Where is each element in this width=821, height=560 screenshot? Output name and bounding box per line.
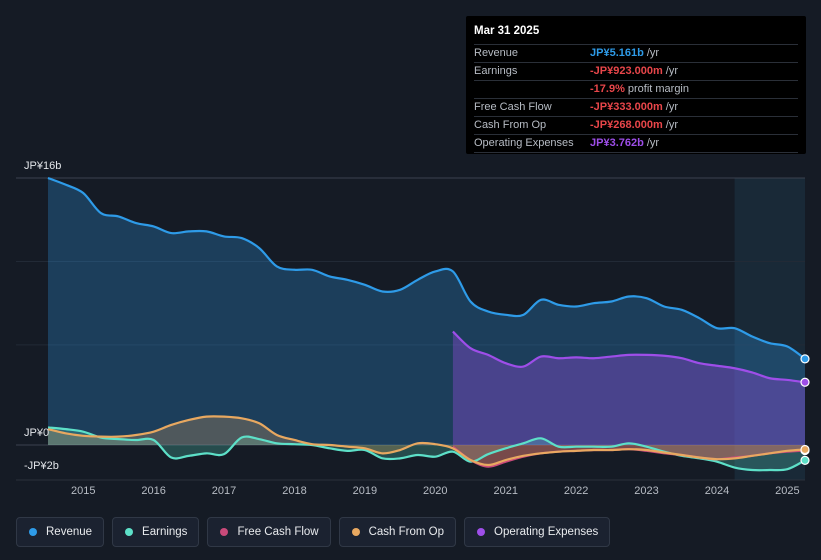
legend-item-revenue[interactable]: Revenue [16,517,105,547]
tooltip-suffix: /yr [665,101,679,113]
legend-label: Operating Expenses [494,526,599,538]
tooltip-label: Operating Expenses [474,137,574,149]
tooltip-suffix: /yr [665,119,679,131]
tooltip-row-free-cash-flow: Free Cash Flow -JP¥333.000m /yr [474,98,798,116]
legend-dot-icon [351,528,360,536]
y-axis-zero-label: JP¥0 [24,427,50,439]
series-endpoints [800,354,810,465]
revenue-line [47,176,806,360]
tooltip-row-cash-from-op: Cash From Op -JP¥268.000m /yr [474,116,798,134]
legend-dot-icon [477,528,486,536]
x-tick-label: 2018 [282,485,307,497]
tooltip-label [474,81,590,98]
tooltip-label: Revenue [474,47,519,59]
tooltip-row-profit-margin: -17.9% profit margin [474,80,798,98]
tooltip-label: Free Cash Flow [474,101,552,113]
legend-item-earnings[interactable]: Earnings [112,517,200,547]
operating-expenses-line [452,330,806,384]
tooltip-suffix: profit margin [627,83,689,95]
y-axis-bottom-label: -JP¥2b [24,460,59,472]
tooltip-suffix: /yr [665,65,679,77]
legend-dot-icon [125,528,134,536]
revenue-endpoint [800,354,810,364]
legend-dot-icon [29,528,37,536]
operating-expenses-endpoint [800,377,810,387]
x-tick-label: 2020 [423,485,448,497]
series-areas [48,178,805,471]
x-tick-label: 2025 [775,485,800,497]
x-tick-label: 2019 [352,485,378,497]
legend-item-operating-expenses[interactable]: Operating Expenses [464,517,611,547]
series-lines [47,176,806,472]
operating-expenses-area [452,331,805,445]
cash-from-op-endpoint [800,444,810,455]
earnings-endpoint [800,455,810,465]
tooltip-value: -JP¥923.000m [590,65,663,77]
x-tick-label: 2017 [211,485,237,497]
legend-label: Free Cash Flow [237,526,319,538]
revenue-area [48,178,805,445]
legend-dot-icon [220,528,229,536]
legend-label: Revenue [46,526,93,538]
tooltip-row-earnings: Earnings -JP¥923.000m /yr [474,62,798,80]
x-tick-label: 2022 [563,485,589,497]
x-tick-label: 2023 [634,485,659,497]
x-tick-label: 2016 [141,485,166,497]
tooltip-date: Mar 31 2025 [474,25,540,37]
tooltip-value: JP¥5.161b [590,47,644,59]
legend-label: Cash From Op [368,526,445,538]
legend-label: Earnings [142,526,188,538]
tooltip-suffix: /yr [646,47,660,59]
tooltip-value: JP¥3.762b [590,137,644,149]
tooltip-row-operating-expenses: Operating Expenses JP¥3.762b /yr [474,134,798,153]
legend-item-cash-from-op[interactable]: Cash From Op [338,517,457,547]
cash-from-op-area [48,416,805,466]
tooltip-row-revenue: Revenue JP¥5.161b /yr [474,44,798,62]
tooltip: Mar 31 2025 Revenue JP¥5.161b /yr Earnin… [466,16,806,154]
tooltip-value: -JP¥333.000m [590,101,663,113]
legend: Revenue Earnings Free Cash Flow Cash Fro… [16,517,611,547]
x-tick-label: 2024 [704,485,730,497]
cash-from-op-line [47,415,806,467]
earnings-area [48,427,805,471]
tooltip-label: Earnings [474,65,518,77]
forecast-shade [734,178,805,480]
tooltip-suffix: /yr [646,137,660,149]
x-tick-label: 2021 [493,485,518,497]
legend-item-free-cash-flow[interactable]: Free Cash Flow [207,517,331,547]
tooltip-value: -JP¥268.000m [590,119,663,131]
tooltip-label: Cash From Op [474,119,547,131]
free-cash-flow-area [452,445,805,467]
x-tick-label: 2015 [70,485,96,497]
tooltip-value: -17.9% [590,83,625,95]
y-axis-top-label: JP¥16b [24,160,62,172]
